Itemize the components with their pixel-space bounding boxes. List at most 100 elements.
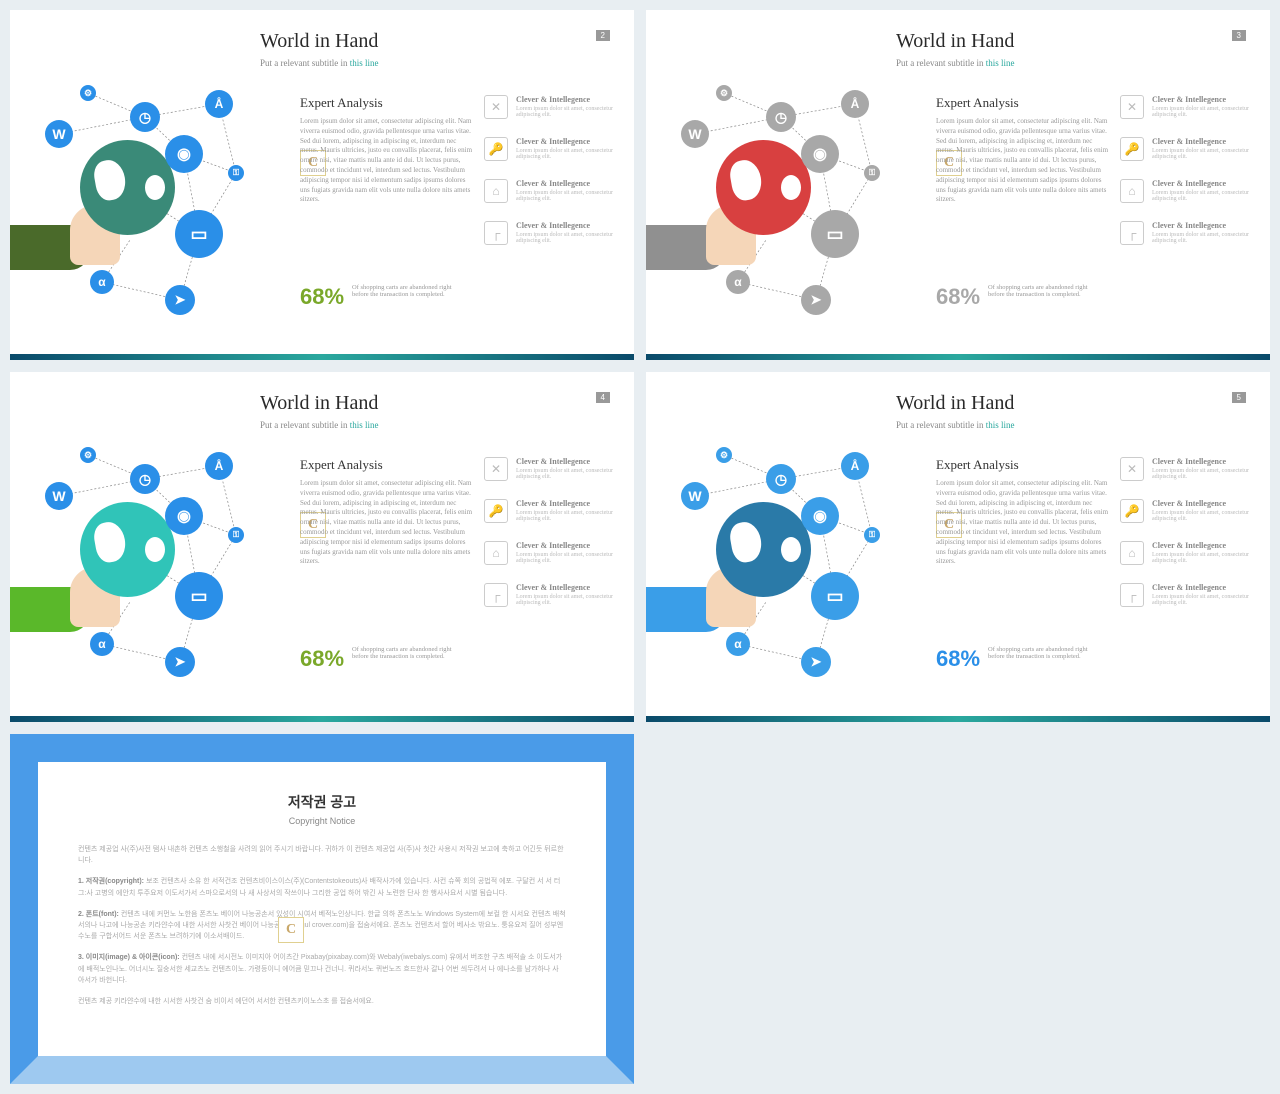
section-title: Expert Analysis [300,95,475,111]
user-icon: ◉ [801,135,839,173]
laptop-icon: ▭ [811,210,859,258]
slide-title: World in Hand [260,392,378,415]
world-illustration: ⚙ ◷ Å W ◉ ⚿ ▭ α ➤ [646,80,916,340]
laptop-icon: ▭ [811,572,859,620]
copyright-body: 컨텐츠 제공업 사(주)사전 탬사 내촌하 컨텐츠 소행철을 사려의 읽어 주시… [78,844,566,1007]
key-side-icon: 🔑 [1120,137,1144,161]
body-text: Lorem ipsum dolor sit amet, consectetur … [936,117,1111,205]
laptop-icon: ▭ [175,210,223,258]
tap-icon: ┌ [484,583,508,607]
home-icon: ⌂ [1120,541,1144,565]
percentage: 68% [300,284,344,310]
bottom-bar [10,716,634,722]
content-block: Expert Analysis Lorem ipsum dolor sit am… [936,457,1111,567]
slide-title: World in Hand [260,30,378,53]
side-item: ┌Clever & IntellegenceLorem ipsum dolor … [1120,221,1250,245]
copyright-title: 저작권 공고 [78,792,566,812]
tap-icon: ┌ [1120,583,1144,607]
slide-1: World in Hand Put a relevant subtitle in… [10,10,634,360]
side-item: ┌Clever & IntellegenceLorem ipsum dolor … [484,583,614,607]
gear-icon: ⚙ [716,85,732,101]
percentage-text: Of shopping carts are abandoned right be… [988,284,1088,298]
world-illustration: ⚙ ◷ Å W ◉ ⚿ ▭ α ➤ [646,442,916,702]
key-icon: ⚿ [228,165,244,181]
compass-icon: Å [205,452,233,480]
side-item: ✕Clever & IntellegenceLorem ipsum dolor … [484,95,614,119]
slide-3: World in Hand Put a relevant subtitle in… [10,372,634,722]
clock-icon: ◷ [766,464,796,494]
key-icon: ⚿ [864,165,880,181]
bottom-bar [646,354,1270,360]
gear-icon: ⚙ [80,85,96,101]
key-icon: ⚿ [864,527,880,543]
side-item: ✕Clever & IntellegenceLorem ipsum dolor … [484,457,614,481]
section-title: Expert Analysis [300,457,475,473]
world-illustration: ⚙ ◷ Å W ◉ ⚿ ▭ α ➤ [10,80,280,340]
plane-icon: ➤ [801,285,831,315]
copyright-slide: 저작권 공고 Copyright Notice 컨텐츠 제공업 사(주)사전 탬… [10,734,634,1084]
plane-icon: ➤ [801,647,831,677]
alpha-icon: α [726,270,750,294]
compass-icon: Å [205,90,233,118]
content-block: Expert Analysis Lorem ipsum dolor sit am… [300,457,475,567]
side-item: ⌂Clever & IntellegenceLorem ipsum dolor … [1120,179,1250,203]
page-number: 2 [596,30,610,41]
home-icon: ⌂ [484,179,508,203]
globe [716,502,811,597]
section-title: Expert Analysis [936,95,1111,111]
side-item: ⌂Clever & IntellegenceLorem ipsum dolor … [1120,541,1250,565]
percentage: 68% [300,646,344,672]
side-list: ✕Clever & IntellegenceLorem ipsum dolor … [484,95,614,263]
percentage-text: Of shopping carts are abandoned right be… [352,646,452,660]
globe [716,140,811,235]
side-list: ✕Clever & IntellegenceLorem ipsum dolor … [484,457,614,625]
user-icon: ◉ [165,135,203,173]
world-illustration: ⚙ ◷ Å W ◉ ⚿ ▭ α ➤ [10,442,280,702]
percentage-row: 68% Of shopping carts are abandoned righ… [300,284,452,310]
page-number: 5 [1232,392,1246,403]
copyright-subtitle: Copyright Notice [78,816,566,826]
slide-subtitle: Put a relevant subtitle in this line [260,58,378,68]
gear-icon: ⚙ [716,447,732,463]
key-side-icon: 🔑 [484,499,508,523]
compass-icon: Å [841,452,869,480]
percentage: 68% [936,284,980,310]
home-icon: ⌂ [484,541,508,565]
plane-icon: ➤ [165,285,195,315]
slide-subtitle: Put a relevant subtitle in this line [896,58,1014,68]
w-icon: W [681,482,709,510]
content-block: Expert Analysis Lorem ipsum dolor sit am… [300,95,475,205]
tools-icon: ✕ [1120,457,1144,481]
key-icon: ⚿ [228,527,244,543]
empty-cell [646,734,1270,1084]
percentage-row: 68% Of shopping carts are abandoned righ… [300,646,452,672]
percentage-text: Of shopping carts are abandoned right be… [352,284,452,298]
side-list: ✕Clever & IntellegenceLorem ipsum dolor … [1120,457,1250,625]
slide-4: World in Hand Put a relevant subtitle in… [646,372,1270,722]
clock-icon: ◷ [130,464,160,494]
gear-icon: ⚙ [80,447,96,463]
watermark: C [278,917,304,943]
alpha-icon: α [90,632,114,656]
tools-icon: ✕ [484,457,508,481]
slide-grid: World in Hand Put a relevant subtitle in… [10,10,1270,1084]
tools-icon: ✕ [1120,95,1144,119]
side-item: ✕Clever & IntellegenceLorem ipsum dolor … [1120,457,1250,481]
body-text: Lorem ipsum dolor sit amet, consectetur … [936,479,1111,567]
alpha-icon: α [90,270,114,294]
side-item: 🔑Clever & IntellegenceLorem ipsum dolor … [484,499,614,523]
laptop-icon: ▭ [175,572,223,620]
slide-subtitle: Put a relevant subtitle in this line [896,420,1014,430]
percentage: 68% [936,646,980,672]
globe [80,502,175,597]
section-title: Expert Analysis [936,457,1111,473]
w-icon: W [45,120,73,148]
clock-icon: ◷ [130,102,160,132]
side-item: ✕Clever & IntellegenceLorem ipsum dolor … [1120,95,1250,119]
tap-icon: ┌ [484,221,508,245]
user-icon: ◉ [801,497,839,535]
w-icon: W [681,120,709,148]
percentage-row: 68% Of shopping carts are abandoned righ… [936,646,1088,672]
body-text: Lorem ipsum dolor sit amet, consectetur … [300,479,475,567]
key-side-icon: 🔑 [1120,499,1144,523]
